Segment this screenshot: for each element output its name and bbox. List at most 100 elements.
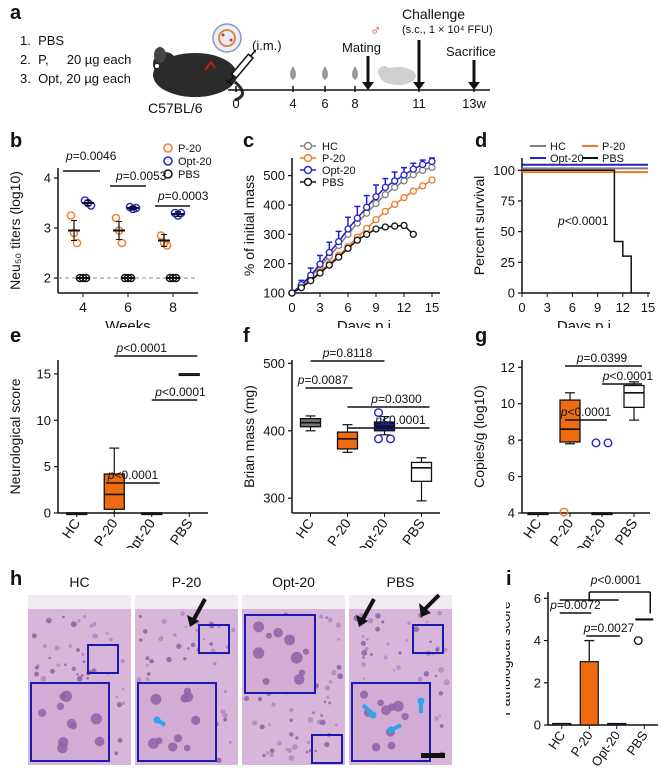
- x-tick-label: PBS: [623, 728, 650, 758]
- x-tick-label: 4: [79, 299, 87, 315]
- route-label: (i.m.): [252, 38, 282, 53]
- legend-label: P-20: [602, 141, 625, 153]
- data-point: [117, 238, 127, 248]
- y-tick-label: 8: [508, 433, 515, 448]
- cell-nucleus: [149, 659, 154, 664]
- cell-nucleus: [223, 717, 228, 722]
- y-tick-label: 400: [263, 197, 285, 212]
- y-axis-label: Neu₅₀ titers (log10): [8, 171, 23, 290]
- legend-label: PBS: [178, 169, 200, 181]
- box: [410, 461, 433, 482]
- outlier-point: [559, 507, 569, 517]
- cell-nucleus: [145, 677, 150, 682]
- cell-nucleus: [369, 652, 373, 656]
- box: [559, 399, 581, 443]
- p-value-label: p<0.0001: [107, 468, 159, 482]
- cell-nucleus: [291, 743, 298, 750]
- zoom-region-box: [311, 734, 343, 764]
- cell-nucleus: [105, 631, 109, 635]
- black-arrow-icon: [360, 598, 376, 622]
- cell-nucleus: [147, 737, 159, 749]
- data-point: [428, 157, 436, 166]
- legend-marker: [163, 169, 173, 179]
- timeline-tick-label: 11: [412, 96, 426, 111]
- legend-label: Opt-20: [178, 156, 212, 168]
- cell-nucleus: [413, 626, 420, 633]
- data-point: [381, 223, 389, 231]
- cell-nucleus: [359, 690, 369, 699]
- outlier-point: [603, 438, 613, 448]
- cell-nucleus: [265, 750, 270, 755]
- x-tick-label: 6: [124, 299, 132, 315]
- cell-nucleus: [46, 617, 50, 620]
- cell-nucleus: [82, 614, 87, 619]
- data-point: [288, 289, 296, 297]
- blue-arrow-head: [387, 726, 395, 734]
- cell-nucleus: [50, 668, 55, 674]
- y-tick-label: 300: [263, 491, 285, 506]
- cell-nucleus: [81, 652, 85, 657]
- outlier-point: [633, 636, 643, 646]
- cell-nucleus: [438, 691, 444, 696]
- cell-nucleus: [150, 693, 162, 705]
- cell-nucleus: [423, 671, 429, 677]
- cell-nucleus: [336, 664, 342, 670]
- series-line: [291, 179, 433, 294]
- cell-nucleus: [190, 642, 196, 648]
- meninges-band: [242, 595, 345, 609]
- timeline-tick-label: 4: [289, 96, 296, 111]
- p-value-label: p=0.0399: [576, 351, 628, 365]
- histology-title: Opt-20: [272, 574, 315, 590]
- legend-label: PBS: [602, 153, 624, 165]
- cell-nucleus: [183, 657, 187, 661]
- cell-nucleus: [326, 695, 330, 700]
- data-point: [409, 230, 417, 238]
- meninges-band: [28, 595, 131, 609]
- y-tick-label: 500: [263, 168, 285, 183]
- p-value-label: p=0.0300: [370, 392, 422, 406]
- x-tick-label: 9: [372, 300, 379, 315]
- panel-label-g: g: [475, 325, 488, 347]
- y-tick-label: 300: [263, 227, 285, 242]
- cell-nucleus: [429, 640, 432, 644]
- data-point: [353, 214, 361, 222]
- mouse-strain: C57BL/6: [148, 100, 203, 116]
- cell-nucleus: [62, 615, 65, 619]
- cell-nucleus: [138, 638, 143, 642]
- cell-nucleus: [364, 646, 369, 652]
- y-axis-label: Brian mass (mg): [241, 385, 257, 488]
- cell-nucleus: [180, 694, 189, 703]
- cell-nucleus: [435, 647, 440, 652]
- cell-nucleus: [86, 676, 90, 680]
- cell-nucleus: [361, 649, 368, 656]
- cell-nucleus: [71, 666, 76, 671]
- cell-nucleus: [306, 740, 311, 744]
- meninges-band: [135, 595, 238, 609]
- data-point: [372, 215, 380, 224]
- y-tick-label: 400: [263, 423, 285, 438]
- cell-nucleus: [439, 724, 444, 728]
- timeline-tick-label: 8: [351, 96, 358, 111]
- y-tick-label: 2: [534, 675, 541, 690]
- cell-nucleus: [114, 751, 119, 756]
- data-point: [335, 253, 343, 261]
- panel-label-b: b: [10, 130, 23, 152]
- cell-nucleus: [325, 616, 328, 619]
- cell-nucleus: [361, 661, 367, 667]
- data-point: [391, 200, 399, 209]
- x-tick-label: Opt-20: [588, 728, 623, 769]
- bar: [579, 661, 599, 726]
- cell-nucleus: [48, 656, 51, 660]
- outlier-point: [591, 438, 601, 448]
- y-tick-label: 6: [534, 591, 541, 606]
- cell-nucleus: [319, 614, 324, 619]
- data-point: [316, 260, 324, 268]
- cell-nucleus: [173, 734, 183, 743]
- outlier-point: [373, 408, 383, 418]
- data-point: [409, 165, 417, 173]
- cell-nucleus: [289, 707, 294, 713]
- cell-nucleus: [375, 613, 381, 619]
- cell-nucleus: [289, 718, 293, 723]
- legend-label: HC: [322, 141, 338, 153]
